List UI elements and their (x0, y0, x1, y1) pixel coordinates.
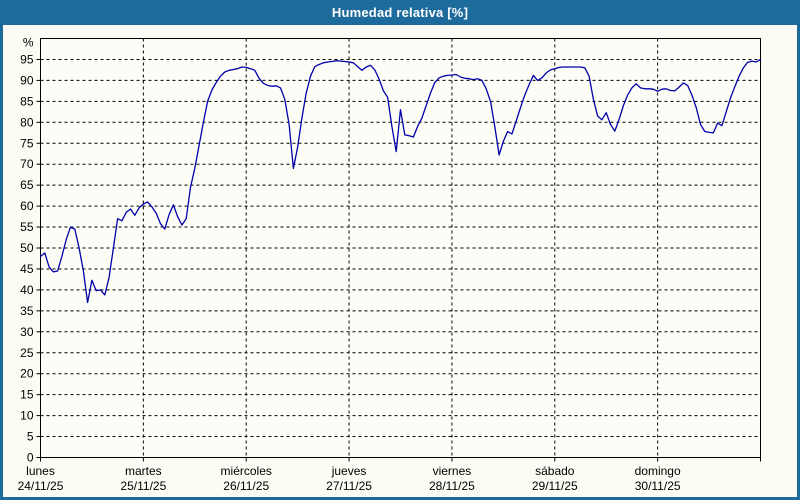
y-tick-label: 25 (20, 346, 34, 360)
y-axis-unit-label: % (23, 35, 34, 49)
date-label: 25/11/25 (120, 479, 166, 493)
day-label: jueves (331, 464, 367, 478)
y-tick-label: 5 (27, 430, 34, 444)
y-tick-label: 45 (20, 262, 34, 276)
date-label: 30/11/25 (635, 479, 681, 493)
y-tick-label: 65 (20, 178, 34, 192)
y-tick-label: 80 (20, 115, 34, 129)
day-label: domingo (635, 464, 681, 478)
y-tick-label: 90 (20, 73, 34, 87)
y-tick-label: 60 (20, 199, 34, 213)
title-bar: Humedad relativa [%] (3, 0, 797, 25)
humidity-chart: 0 5 10 15 20 25 30 35 40 45 50 55 60 65 70 75 80 85 90 95% l… (18, 35, 762, 493)
date-label: 27/11/25 (326, 479, 372, 493)
y-tick-label: 85 (20, 94, 34, 108)
y-tick-label: 20 (20, 367, 34, 381)
date-label: 28/11/25 (429, 479, 475, 493)
y-tick-label: 40 (20, 283, 34, 297)
y-tick-label: 95 (20, 52, 34, 66)
y-tick-label: 0 (27, 451, 34, 465)
humidity-line (39, 58, 762, 304)
y-tick-label: 50 (20, 241, 34, 255)
y-tick-label: 10 (20, 409, 34, 423)
date-label: 26/11/25 (223, 479, 269, 493)
plot-frame (40, 38, 761, 458)
day-label: sábado (535, 464, 575, 478)
y-tick-label: 70 (20, 157, 34, 171)
date-label: 24/11/25 (18, 479, 64, 493)
chart-area: 0 5 10 15 20 25 30 35 40 45 50 55 60 65 70 75 80 85 90 95% l… (3, 25, 797, 497)
y-tick-label: 30 (20, 325, 34, 339)
date-label: 29/11/25 (532, 479, 578, 493)
y-tick-label: 35 (20, 304, 34, 318)
chart-title: Humedad relativa [%] (331, 5, 469, 20)
y-tick-label: 55 (20, 220, 34, 234)
y-tick-label: 15 (20, 388, 34, 402)
y-tick-label: 75 (20, 136, 34, 150)
day-label: miércoles (221, 464, 272, 478)
day-label: martes (125, 464, 162, 478)
day-label: viernes (433, 464, 472, 478)
day-label: lunes (26, 464, 55, 478)
